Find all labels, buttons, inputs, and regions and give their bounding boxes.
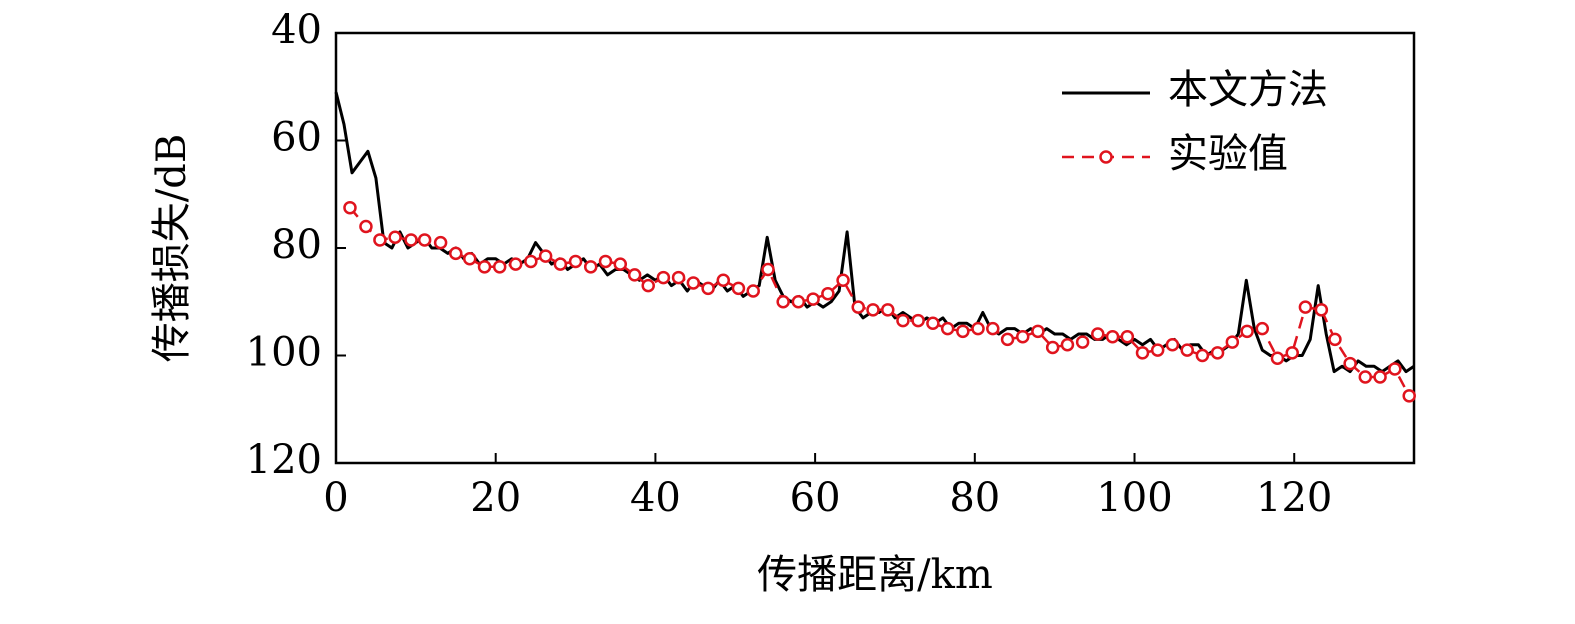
x-tick-label: 20 <box>470 475 521 521</box>
legend-label: 本文方法 <box>1168 67 1328 113</box>
series-marker <box>492 260 507 274</box>
series-marker <box>1240 324 1254 339</box>
series-marker <box>433 235 448 250</box>
y-axis-label: 传播损失/dB <box>149 134 195 362</box>
series-marker <box>1031 324 1045 339</box>
series-marker <box>851 300 865 314</box>
series-marker <box>746 284 760 298</box>
series-marker <box>373 233 387 247</box>
x-axis-label: 传播距离/km <box>757 552 993 598</box>
series-marker <box>598 254 613 269</box>
series-marker <box>806 292 820 306</box>
series-marker <box>1388 362 1402 376</box>
series-marker <box>1314 303 1329 317</box>
series-marker <box>613 257 628 271</box>
x-tick-label: 60 <box>790 475 841 521</box>
y-tick-label: 60 <box>271 115 322 161</box>
series-marker <box>776 295 790 309</box>
series-marker <box>1091 327 1105 341</box>
series-marker <box>583 260 598 274</box>
series-marker <box>866 303 880 317</box>
series-marker <box>971 321 985 336</box>
series-marker <box>641 278 655 293</box>
series-marker <box>940 321 955 336</box>
series-marker <box>1373 370 1387 384</box>
series-marker <box>671 270 686 285</box>
series-marker <box>1285 346 1299 360</box>
series-marker <box>791 295 806 309</box>
series-marker <box>731 281 746 296</box>
series-marker <box>477 260 492 274</box>
series-marker <box>1060 338 1075 352</box>
series-marker <box>538 249 553 263</box>
y-tick-label: 40 <box>271 7 322 53</box>
x-tick-label: 100 <box>1096 475 1172 521</box>
series-marker <box>1000 332 1015 347</box>
series-marker <box>1015 329 1030 344</box>
series-marker <box>1075 335 1090 349</box>
series-marker <box>1225 335 1240 349</box>
series-marker <box>1270 351 1285 365</box>
series-marker <box>1045 340 1060 355</box>
legend-label: 实验值 <box>1168 131 1288 177</box>
series-marker <box>388 230 402 244</box>
series-marker <box>1120 329 1135 344</box>
series-marker <box>508 257 523 271</box>
series-marker <box>1328 332 1342 347</box>
series-marker <box>553 257 568 271</box>
series-marker <box>701 281 715 296</box>
series-marker <box>627 268 642 282</box>
series-marker <box>417 233 432 247</box>
series-marker <box>1343 356 1357 371</box>
series-marker <box>1180 343 1194 357</box>
series-marker <box>896 313 910 328</box>
y-tick-label: 80 <box>271 222 322 268</box>
series-marker <box>1402 389 1416 403</box>
series-marker <box>568 254 583 269</box>
x-tick-label: 40 <box>630 475 681 521</box>
legend-marker <box>1099 150 1113 164</box>
x-tick-label: 120 <box>1256 475 1332 521</box>
series-marker <box>761 262 775 277</box>
series-marker <box>1135 346 1150 360</box>
series-marker <box>359 219 373 234</box>
x-tick-label: 80 <box>949 475 1000 521</box>
series-marker <box>449 246 463 261</box>
series-marker <box>926 316 940 330</box>
series-marker <box>956 324 970 339</box>
series-marker <box>1165 338 1180 352</box>
x-tick-label: 0 <box>323 475 348 521</box>
y-tick-label: 100 <box>246 330 322 376</box>
series-marker <box>1358 370 1373 384</box>
series-line <box>349 206 1411 397</box>
series-marker <box>463 252 477 266</box>
series-marker <box>1105 329 1120 344</box>
series-marker <box>1255 321 1270 336</box>
series-marker <box>524 254 538 269</box>
series-marker <box>986 321 1000 336</box>
series-marker <box>821 286 835 301</box>
series-marker <box>686 276 701 290</box>
series-marker <box>836 273 850 287</box>
y-tick-label: 120 <box>246 437 322 483</box>
series-marker <box>716 273 731 287</box>
series-marker <box>1298 300 1313 314</box>
series-marker <box>881 303 895 317</box>
series-marker <box>1210 346 1225 360</box>
series-marker <box>911 313 925 328</box>
series-marker <box>1150 343 1165 357</box>
series-marker <box>656 270 671 285</box>
series-marker <box>343 200 357 215</box>
series-marker <box>1195 348 1210 363</box>
series-marker <box>404 233 418 247</box>
